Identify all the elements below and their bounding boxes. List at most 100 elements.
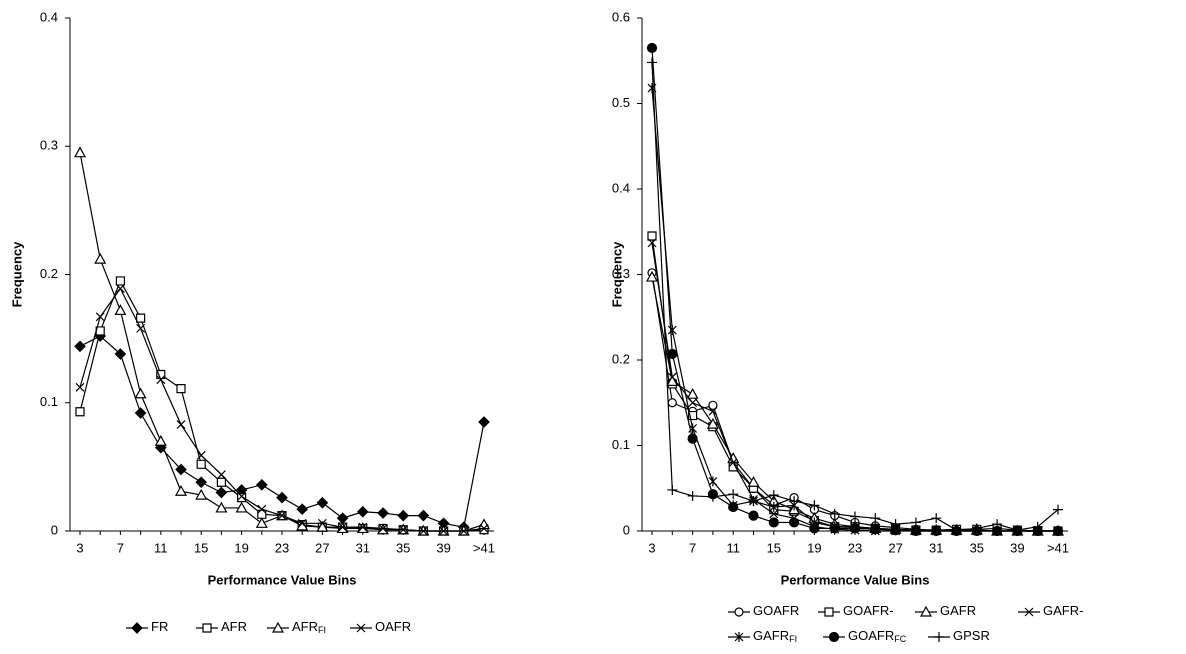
series-line [79,152,485,532]
data-point [378,524,388,533]
data-point [809,523,820,534]
data-point [687,490,698,501]
data-point [276,491,288,504]
data-point [237,493,247,503]
data-point [870,524,881,535]
legend-name: GOAFR [848,628,894,643]
data-point [707,491,718,502]
legend-label: AFRFI [292,619,326,635]
y-tick-label: 0.5 [612,95,630,110]
x-axis-title: Performance Value Bins [208,572,357,587]
data-point [667,398,677,408]
legend-label: GOAFR [753,603,799,618]
y-tick-label: 0.4 [612,180,630,195]
y-tick-label: 0.3 [40,138,58,153]
data-point [748,510,759,521]
data-point [277,511,287,521]
data-point [237,491,247,501]
data-point [686,387,699,399]
data-point [647,231,657,241]
series-line [651,242,1058,532]
data-point [75,407,85,417]
data-point [377,507,389,519]
data-point [156,375,166,385]
legend-name: GOAFR [753,603,799,618]
x-tick-label: 11 [726,540,740,555]
data-point [215,501,228,513]
legend-marker [934,632,944,642]
data-point [358,522,368,532]
x-tick-label: 11 [154,540,168,555]
series-line [651,62,1059,531]
data-point [708,476,718,487]
data-point [768,517,779,528]
data-point [115,276,126,286]
x-tick-label: 31 [929,540,943,555]
data-point [397,509,410,522]
x-tick-label: 3 [76,540,83,555]
data-point [95,312,105,322]
x-tick-label: 23 [275,540,289,555]
series-line [651,47,1058,532]
legend-name: OAFR [375,619,411,634]
legend-marker [919,605,933,617]
data-point [667,348,678,360]
data-point [94,252,107,264]
data-point [1052,525,1064,537]
data-point [196,459,206,469]
legend-label: GAFR- [1043,603,1083,618]
legend-marker [356,623,366,633]
legend-name: GPSR [953,628,990,643]
data-point [73,146,87,158]
data-point [931,525,942,537]
legend-marker [202,623,212,633]
data-point [870,513,881,524]
data-point [74,340,86,353]
data-point [1053,504,1063,515]
y-tick-label: 0.6 [612,9,630,24]
x-tick-label: 15 [767,540,781,555]
x-tick-label: 27 [315,540,329,555]
x-tick-label: 39 [1010,540,1024,555]
data-point [255,517,268,528]
y-tick-label: 0.2 [40,266,58,281]
legend-label: GOAFRFC [848,628,907,644]
legend-name: AFR [292,619,318,634]
legend-marker [824,607,834,617]
data-point [114,304,127,316]
y-tick-label: 0.3 [612,266,630,281]
y-tick-label: 0 [51,522,58,537]
data-point [747,476,760,487]
data-point [829,523,840,534]
data-point [769,502,779,513]
x-tick-label: 19 [807,540,821,555]
data-point [195,476,208,489]
legend-name: GOAFR- [843,603,894,618]
data-point [850,511,860,522]
data-point [134,387,147,399]
data-point [667,484,678,495]
data-point [154,434,167,446]
data-point [809,500,820,511]
data-point [910,517,921,528]
data-point [931,513,942,524]
x-tick-label: 3 [648,540,655,555]
data-point [706,417,719,429]
legend-label: GAFRFI [753,628,797,644]
data-point [478,416,490,428]
y-tick-label: 0.1 [612,437,630,452]
data-point [235,501,248,513]
data-point [910,525,922,537]
legend-subscript: FI [318,625,326,635]
data-point [890,525,901,536]
x-axis-title: Performance Value Bins [781,572,930,587]
series-line [651,235,1058,532]
legend-marker [271,621,285,633]
data-point [176,420,186,429]
data-point [647,57,657,68]
data-point [176,384,186,394]
legend-subscript: FC [894,634,906,644]
x-tick-label: 7 [689,540,696,555]
y-axis-title: Frequency [9,241,24,308]
